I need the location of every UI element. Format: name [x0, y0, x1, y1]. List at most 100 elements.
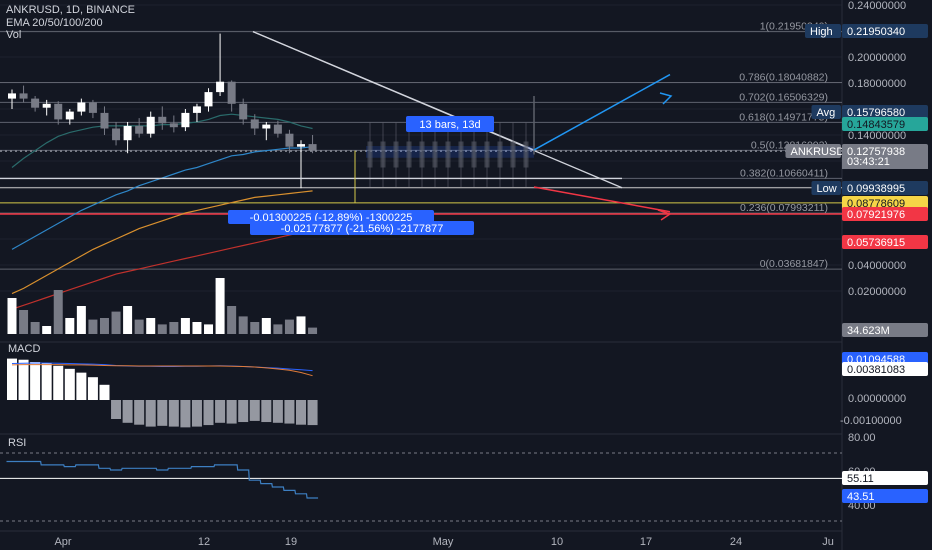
candle-body [77, 102, 86, 112]
macd-histogram-bar [157, 400, 168, 426]
candles[interactable] [8, 33, 317, 189]
green-tag-value-bg [842, 117, 928, 131]
macd-histogram-bar [191, 400, 202, 427]
macd-histogram-bar [215, 400, 226, 423]
annotations: 13 bars, 13d-0.01300225 (-12.89%) -13002… [228, 116, 494, 235]
candle-body [239, 103, 248, 120]
volume-bar [134, 319, 144, 334]
ghost-bar-body [406, 141, 412, 168]
price-tick-label: 0.14000000 [848, 130, 906, 142]
ghost-bar-body [510, 141, 516, 168]
macd-histogram-bar [18, 359, 29, 400]
green-tag-value: 0.14843579 [847, 119, 905, 131]
price-tick-label: 0.02000000 [848, 286, 906, 298]
rsi-label: RSI [8, 437, 26, 449]
volume-bar [76, 306, 86, 334]
red-tag-value: 0.07921976 [847, 209, 905, 221]
candle-body [8, 93, 16, 99]
candle-body [135, 125, 144, 134]
avg-tag-value: 0.15796580 [847, 107, 905, 119]
volume-bar [215, 278, 225, 334]
ghost-bar-body [393, 141, 399, 168]
time-tick-label: May [433, 536, 454, 548]
signal-line [11, 364, 313, 377]
macd-histogram-bar [180, 400, 191, 428]
volume-bar [19, 310, 29, 334]
time-tick-label: 17 [640, 536, 652, 548]
bars-label: 13 bars, 13d [419, 119, 480, 131]
measure1-bg [228, 210, 434, 224]
macd-histogram-bar [203, 400, 214, 426]
candle-body [169, 123, 178, 128]
countdown: 03:43:21 [847, 156, 890, 168]
volume-bar [296, 316, 306, 334]
fib-label: 0.618(0.14971775) [739, 111, 828, 123]
macd-histogram-bar [134, 400, 145, 425]
candle-body [297, 144, 305, 147]
candle-body [54, 103, 63, 120]
candle-body [112, 128, 121, 141]
rsi-line [6, 460, 319, 499]
candle-body [88, 102, 97, 113]
volume-bar [53, 290, 63, 334]
volume-label[interactable]: Vol [6, 29, 22, 41]
yellow-tag-value-bg [842, 196, 928, 210]
macd-histogram-bar [284, 400, 295, 424]
fib-label: 0.382(0.10660411) [740, 167, 828, 179]
macd-histogram-bar [76, 372, 87, 400]
volume-bar [157, 324, 167, 334]
ghost-bar-body [484, 141, 490, 168]
macd-histogram-bar [122, 400, 133, 423]
pattern-projection[interactable] [0, 31, 673, 221]
macd-histogram-bar [87, 377, 98, 400]
arrowhead-down [657, 209, 672, 221]
volume-bar [261, 318, 271, 334]
low-tag-label-bg [811, 181, 841, 195]
time-tick-label: 24 [730, 536, 742, 548]
candle-body [192, 106, 201, 113]
candle-body [146, 116, 155, 134]
avg-tag-label-bg [811, 105, 841, 119]
macd-histogram-bar [7, 358, 17, 400]
low-tag-value-bg [842, 181, 928, 195]
indicator-label[interactable]: EMA 20/50/100/200 [6, 17, 103, 29]
candle-body [308, 144, 317, 151]
macd-tag-2-value: 0.00381083 [847, 364, 905, 376]
rsi-blue-tag-value-bg [842, 489, 928, 503]
triangle-upper-extension [252, 31, 623, 189]
measure2-label: -0.02177877 (-21.56%) -2177877 [281, 223, 444, 235]
volume-bar [308, 327, 318, 334]
candle-body [65, 111, 74, 120]
rsi-blue-tag-value: 43.51 [847, 491, 875, 503]
ghost-bar-body [432, 141, 438, 168]
macd-histogram-bar [145, 400, 156, 427]
time-axis[interactable]: Apr 12 19 May 10 17 24 Ju [54, 536, 833, 548]
fib-label: 0.236(0.07993211) [740, 202, 828, 214]
candle-body [262, 124, 271, 129]
time-tick-label: Apr [54, 536, 71, 548]
macd-histogram-bar [53, 365, 64, 400]
ghost-bar-body [445, 141, 451, 168]
high-tag-label-bg [805, 24, 841, 38]
rsi-white-tag-value: 55.11 [847, 473, 874, 485]
time-tick-label: 19 [285, 536, 297, 548]
avg-tag-value-bg [842, 105, 928, 119]
volume-bar [169, 322, 179, 334]
volume-bars [7, 278, 318, 334]
arrowhead-up [659, 92, 673, 105]
volume-bar [146, 318, 156, 334]
current-price-tag-label-bg [785, 144, 841, 158]
rsi-tick-label: 80.00 [848, 432, 876, 444]
volume-bar [238, 316, 248, 334]
symbol-title[interactable]: ANKRUSD, 1D, BINANCE [6, 4, 135, 16]
macd-histogram-bar [226, 400, 237, 424]
candle-body [181, 112, 190, 128]
macd-histogram-bar [272, 400, 283, 423]
candle-body [100, 112, 109, 129]
macd-tick-label: -0.00100000 [840, 415, 902, 427]
volume-bar [7, 298, 17, 334]
macd-histogram-bar [296, 400, 306, 425]
